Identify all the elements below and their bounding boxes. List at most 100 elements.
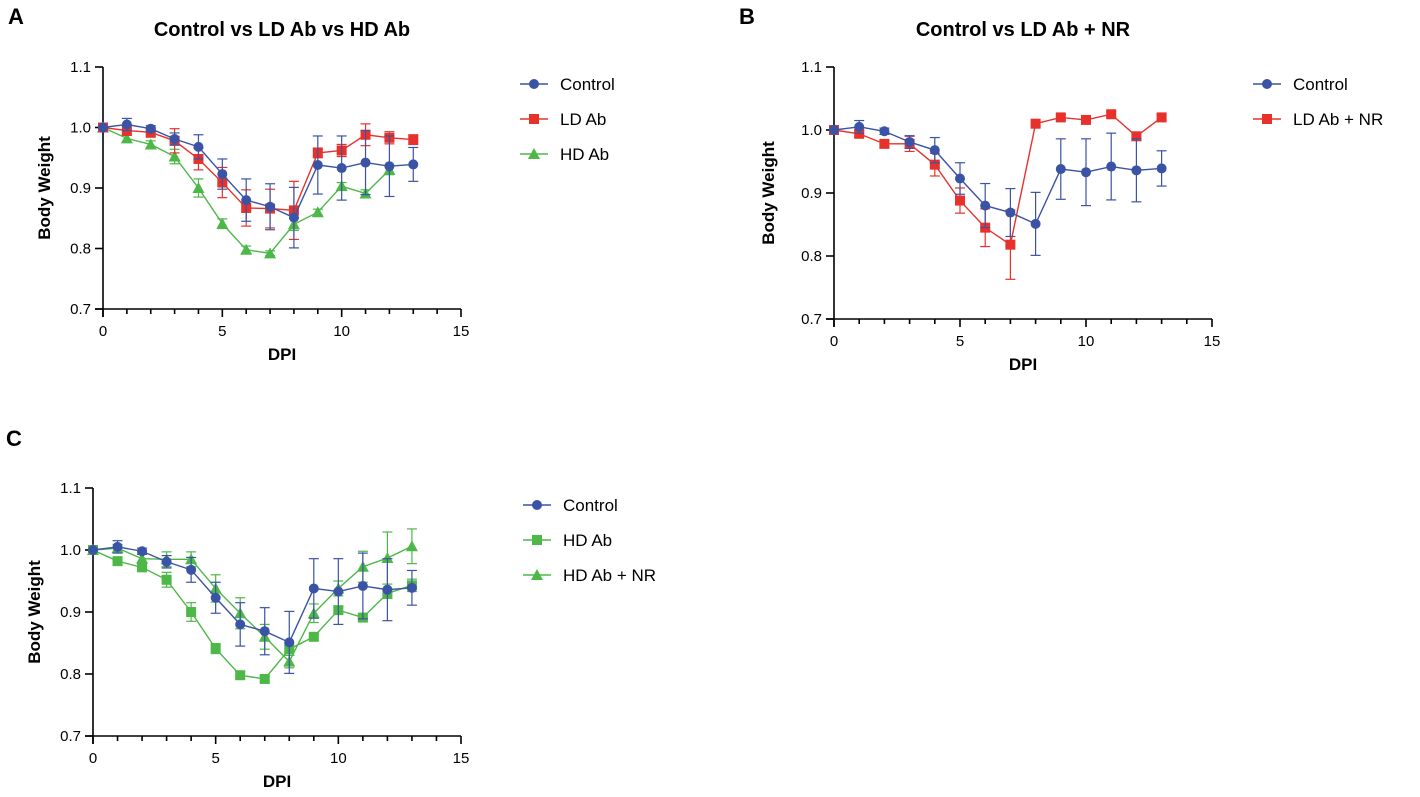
- data-point: [193, 141, 204, 152]
- legend-marker: [532, 500, 542, 510]
- data-point: [112, 556, 123, 567]
- data-point: [161, 574, 172, 585]
- panel-letter: B: [739, 4, 755, 29]
- data-point: [854, 121, 865, 132]
- y-tick-label: 0.9: [801, 185, 822, 202]
- y-tick-label: 1.0: [801, 122, 822, 139]
- legend-label: LD Ab: [560, 110, 606, 129]
- data-point: [217, 169, 228, 180]
- panel-letter: C: [6, 426, 22, 451]
- data-point: [955, 195, 965, 206]
- chart-title: Control vs LD Ab vs HD Ab: [154, 19, 410, 41]
- legend: Control LD Ab + NR: [1253, 75, 1383, 129]
- data-point: [186, 607, 197, 617]
- data-point: [360, 157, 371, 168]
- data-point: [1156, 163, 1167, 174]
- series-control: [88, 540, 417, 674]
- x-tick-label: 10: [330, 750, 347, 767]
- legend-marker: [1262, 79, 1272, 89]
- y-tick-label: 0.7: [60, 728, 81, 745]
- data-point: [406, 582, 417, 593]
- legend-label: Control: [1293, 75, 1348, 94]
- y-tick-label: 0.8: [70, 241, 91, 258]
- data-point: [284, 637, 295, 648]
- y-tick-label: 0.9: [70, 180, 91, 197]
- data-point: [88, 545, 98, 555]
- data-point: [1131, 131, 1142, 142]
- y-tick-label: 0.8: [801, 248, 822, 265]
- data-point: [259, 626, 270, 637]
- series-control: [829, 119, 1167, 256]
- panel-c: C 0.7 0.8 0.9 1.0 1.1 0 5 10 15 DPI Body Weight Cont…: [6, 426, 656, 791]
- data-point: [1055, 164, 1066, 175]
- y-tick-label: 0.7: [70, 301, 91, 318]
- data-point: [186, 564, 197, 575]
- data-point: [854, 128, 865, 139]
- legend-label: HD Ab + NR: [563, 566, 656, 585]
- x-tick-label: 15: [453, 750, 470, 767]
- y-tick-label: 1.0: [70, 120, 91, 137]
- data-point: [112, 541, 123, 552]
- data-point: [955, 173, 965, 184]
- data-point: [216, 217, 229, 229]
- data-point: [241, 195, 252, 206]
- data-point: [136, 552, 149, 564]
- data-point: [308, 583, 319, 594]
- data-point: [240, 243, 253, 255]
- data-point: [137, 546, 148, 557]
- data-point: [144, 138, 157, 150]
- data-point: [121, 119, 132, 130]
- data-point: [137, 562, 148, 573]
- legend: Control LD Ab HD Ab: [520, 75, 615, 164]
- legend-marker: [529, 114, 539, 124]
- data-point: [235, 619, 246, 630]
- data-point: [405, 540, 418, 552]
- y-tick-label: 0.8: [60, 666, 81, 683]
- x-tick-label: 0: [830, 333, 838, 350]
- data-point: [312, 160, 323, 171]
- data-point: [980, 200, 991, 211]
- data-point: [408, 159, 419, 170]
- data-point: [1131, 165, 1142, 176]
- data-point: [169, 133, 180, 144]
- data-point: [408, 134, 419, 145]
- data-point: [311, 206, 324, 218]
- x-axis-title: DPI: [1009, 355, 1037, 374]
- legend-marker: [529, 79, 539, 89]
- data-point: [1055, 112, 1066, 123]
- x-tick-label: 0: [89, 750, 97, 767]
- y-tick-label: 1.1: [70, 59, 91, 76]
- data-point: [1005, 207, 1016, 218]
- x-axis-title: DPI: [263, 772, 291, 791]
- data-point: [384, 161, 395, 172]
- data-point: [879, 138, 890, 149]
- x-tick-label: 15: [453, 323, 470, 340]
- data-point: [879, 126, 890, 137]
- legend-label: LD Ab + NR: [1293, 110, 1383, 129]
- series-ld-ab: [98, 122, 419, 241]
- y-tick-label: 1.0: [60, 542, 81, 559]
- legend-label: Control: [563, 496, 618, 515]
- data-point: [381, 552, 394, 564]
- data-point: [288, 212, 299, 223]
- data-point: [929, 145, 940, 156]
- x-tick-label: 5: [211, 750, 219, 767]
- y-tick-label: 1.1: [60, 480, 81, 497]
- data-point: [210, 592, 221, 603]
- data-point: [1106, 109, 1117, 120]
- x-tick-label: 5: [218, 323, 226, 340]
- series-control: [98, 117, 419, 249]
- legend-marker: [532, 535, 542, 545]
- data-point: [1030, 218, 1041, 229]
- x-tick-label: 0: [99, 323, 107, 340]
- series-hd-ab: [88, 545, 417, 684]
- legend-marker: [528, 148, 540, 159]
- legend: Control HD Ab HD Ab + NR: [523, 496, 656, 585]
- data-point: [161, 556, 172, 567]
- data-point: [929, 159, 940, 170]
- x-tick-label: 10: [1078, 333, 1095, 350]
- data-point: [259, 673, 270, 684]
- data-point: [1030, 118, 1041, 129]
- data-point: [1106, 161, 1117, 172]
